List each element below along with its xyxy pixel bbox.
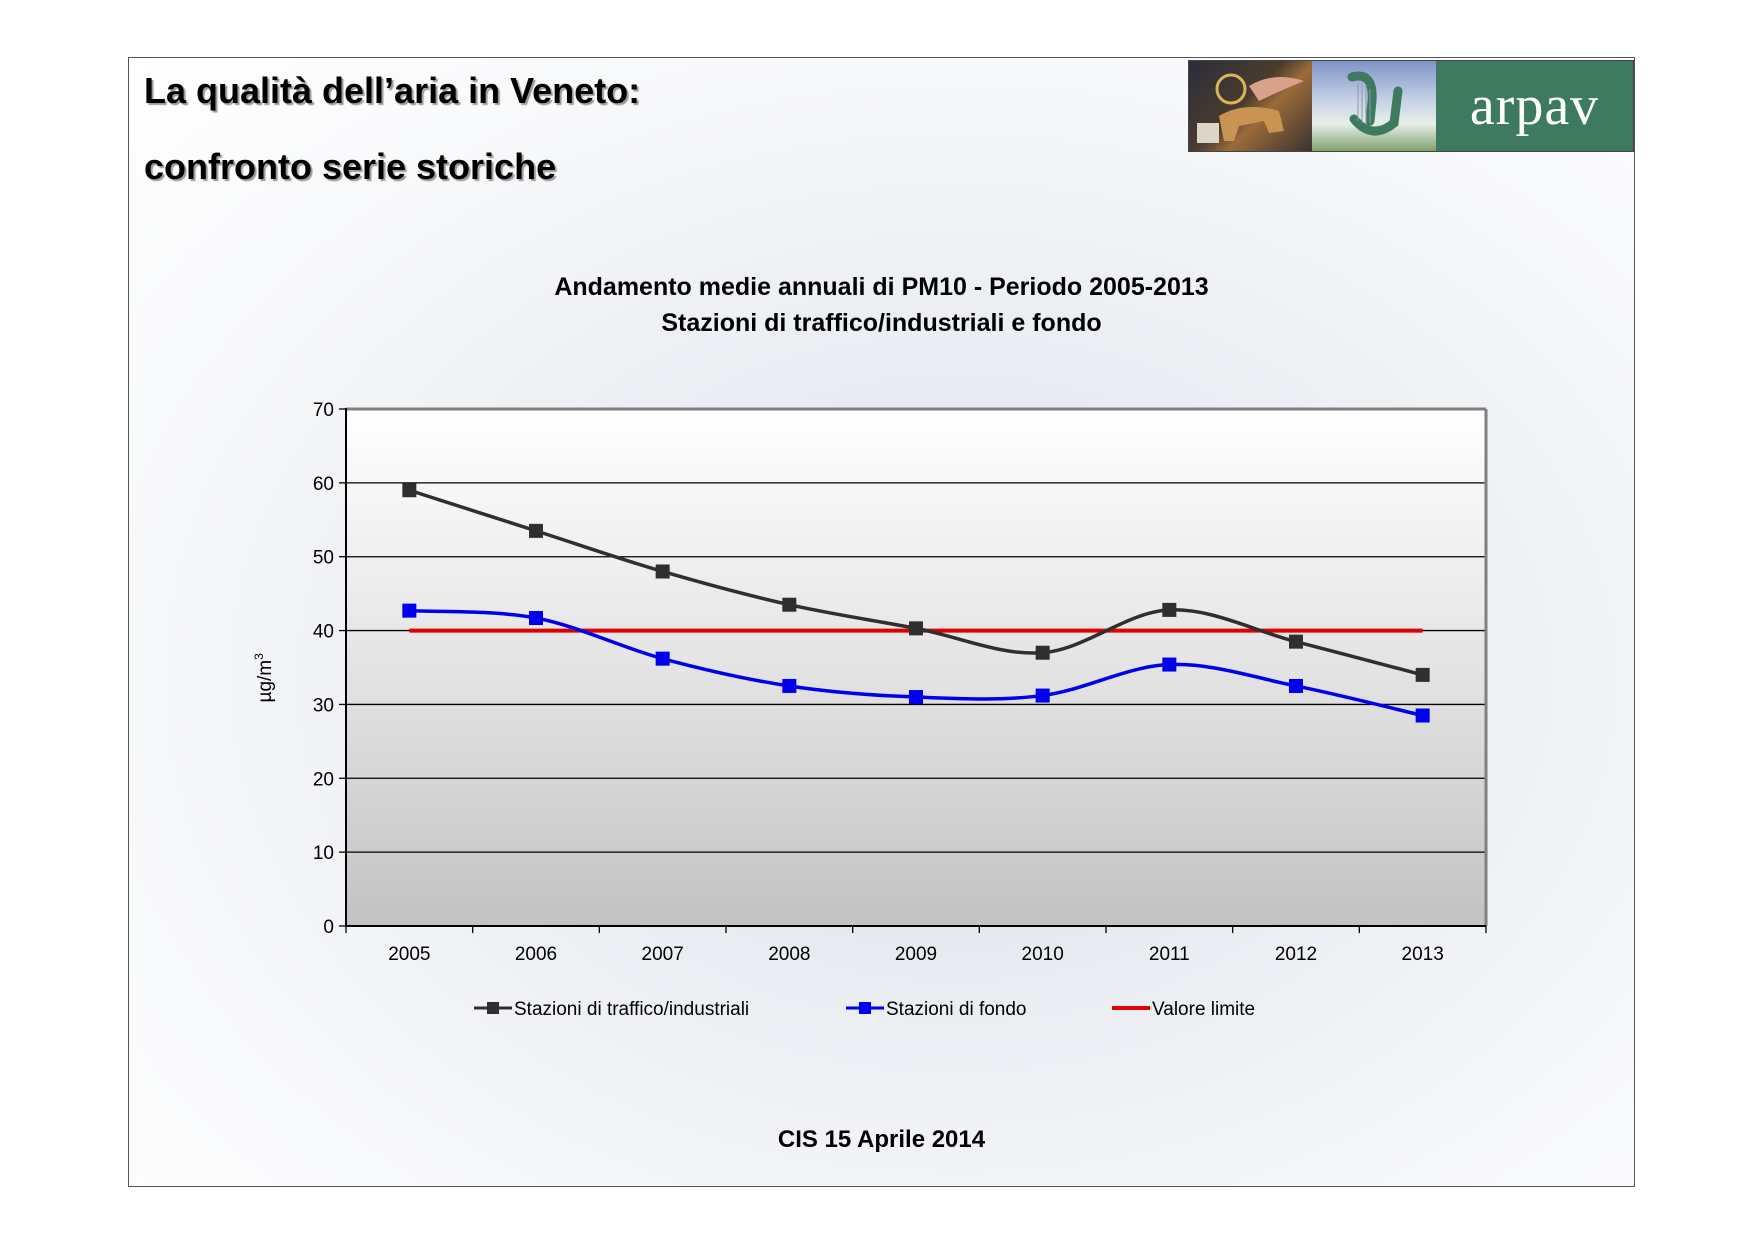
x-tick-label: 2011 (1149, 944, 1190, 965)
legend-label: Stazioni di traffico/industriali (514, 999, 749, 1020)
y-axis-label-text: µg/m (255, 660, 276, 703)
slide: La qualità dell’aria in Veneto: confront… (128, 57, 1635, 1187)
series-fondo-point (1289, 679, 1303, 693)
y-tick-labels: 0 10 20 30 40 50 60 70 (313, 400, 346, 938)
series-traffic-point (529, 524, 543, 538)
y-tick-label: 70 (313, 400, 334, 421)
series-traffic-point (1416, 668, 1430, 682)
series-traffic-point (909, 621, 923, 635)
y-tick-label: 60 (313, 474, 334, 495)
legend-item: Valore limite (1112, 999, 1255, 1020)
y-tick-label: 50 (313, 548, 334, 569)
y-tick-label: 0 (323, 917, 334, 938)
series-fondo-point (1162, 658, 1176, 672)
plot-area (346, 409, 1486, 926)
legend-item: Stazioni di traffico/industriali (474, 999, 749, 1020)
x-tick-label: 2013 (1402, 944, 1444, 965)
series-fondo-legend-marker (859, 1002, 871, 1014)
x-tick-label: 2005 (388, 944, 430, 965)
x-tick-label: 2009 (895, 944, 937, 965)
x-tick-labels: 2005 2006 2007 2008 2009 2010 2011 2012 2013 (346, 926, 1486, 965)
footer-text: CIS 15 Aprile 2014 (129, 1126, 1634, 1154)
x-tick-label: 2007 (642, 944, 684, 965)
legend: Stazioni di traffico/industriali Stazioni… (474, 999, 1255, 1020)
x-tick-label: 2012 (1275, 944, 1317, 965)
x-tick-label: 2006 (515, 944, 557, 965)
series-fondo-point (402, 604, 416, 618)
series-traffic-point (782, 598, 796, 612)
series-fondo-point (782, 679, 796, 693)
y-axis-label: µg/m3 (252, 653, 276, 703)
series-fondo-point (529, 611, 543, 625)
pm10-line-chart: 0 10 20 30 40 50 60 70 2005 2006 2007 2008 2009 2010… (129, 58, 1634, 1186)
series-fondo-point (1416, 709, 1430, 723)
y-tick-label: 20 (313, 769, 334, 790)
series-traffic-point (656, 564, 670, 578)
legend-item: Stazioni di fondo (846, 999, 1027, 1020)
x-tick-label: 2010 (1022, 944, 1064, 965)
series-traffic-point (1162, 603, 1176, 617)
y-tick-label: 30 (313, 695, 334, 716)
series-traffic-point (1289, 635, 1303, 649)
series-traffic-point (1036, 646, 1050, 660)
legend-label: Valore limite (1152, 999, 1255, 1020)
series-fondo-point (656, 652, 670, 666)
y-axis-label-superscript: 3 (252, 653, 266, 660)
y-tick-label: 10 (313, 843, 334, 864)
x-tick-label: 2008 (768, 944, 810, 965)
series-fondo-point (909, 690, 923, 704)
series-fondo-point (1036, 689, 1050, 703)
series-traffic-point (402, 483, 416, 497)
legend-label: Stazioni di fondo (886, 999, 1027, 1020)
series-traffic-legend-marker (487, 1002, 499, 1014)
y-tick-label: 40 (313, 622, 334, 643)
